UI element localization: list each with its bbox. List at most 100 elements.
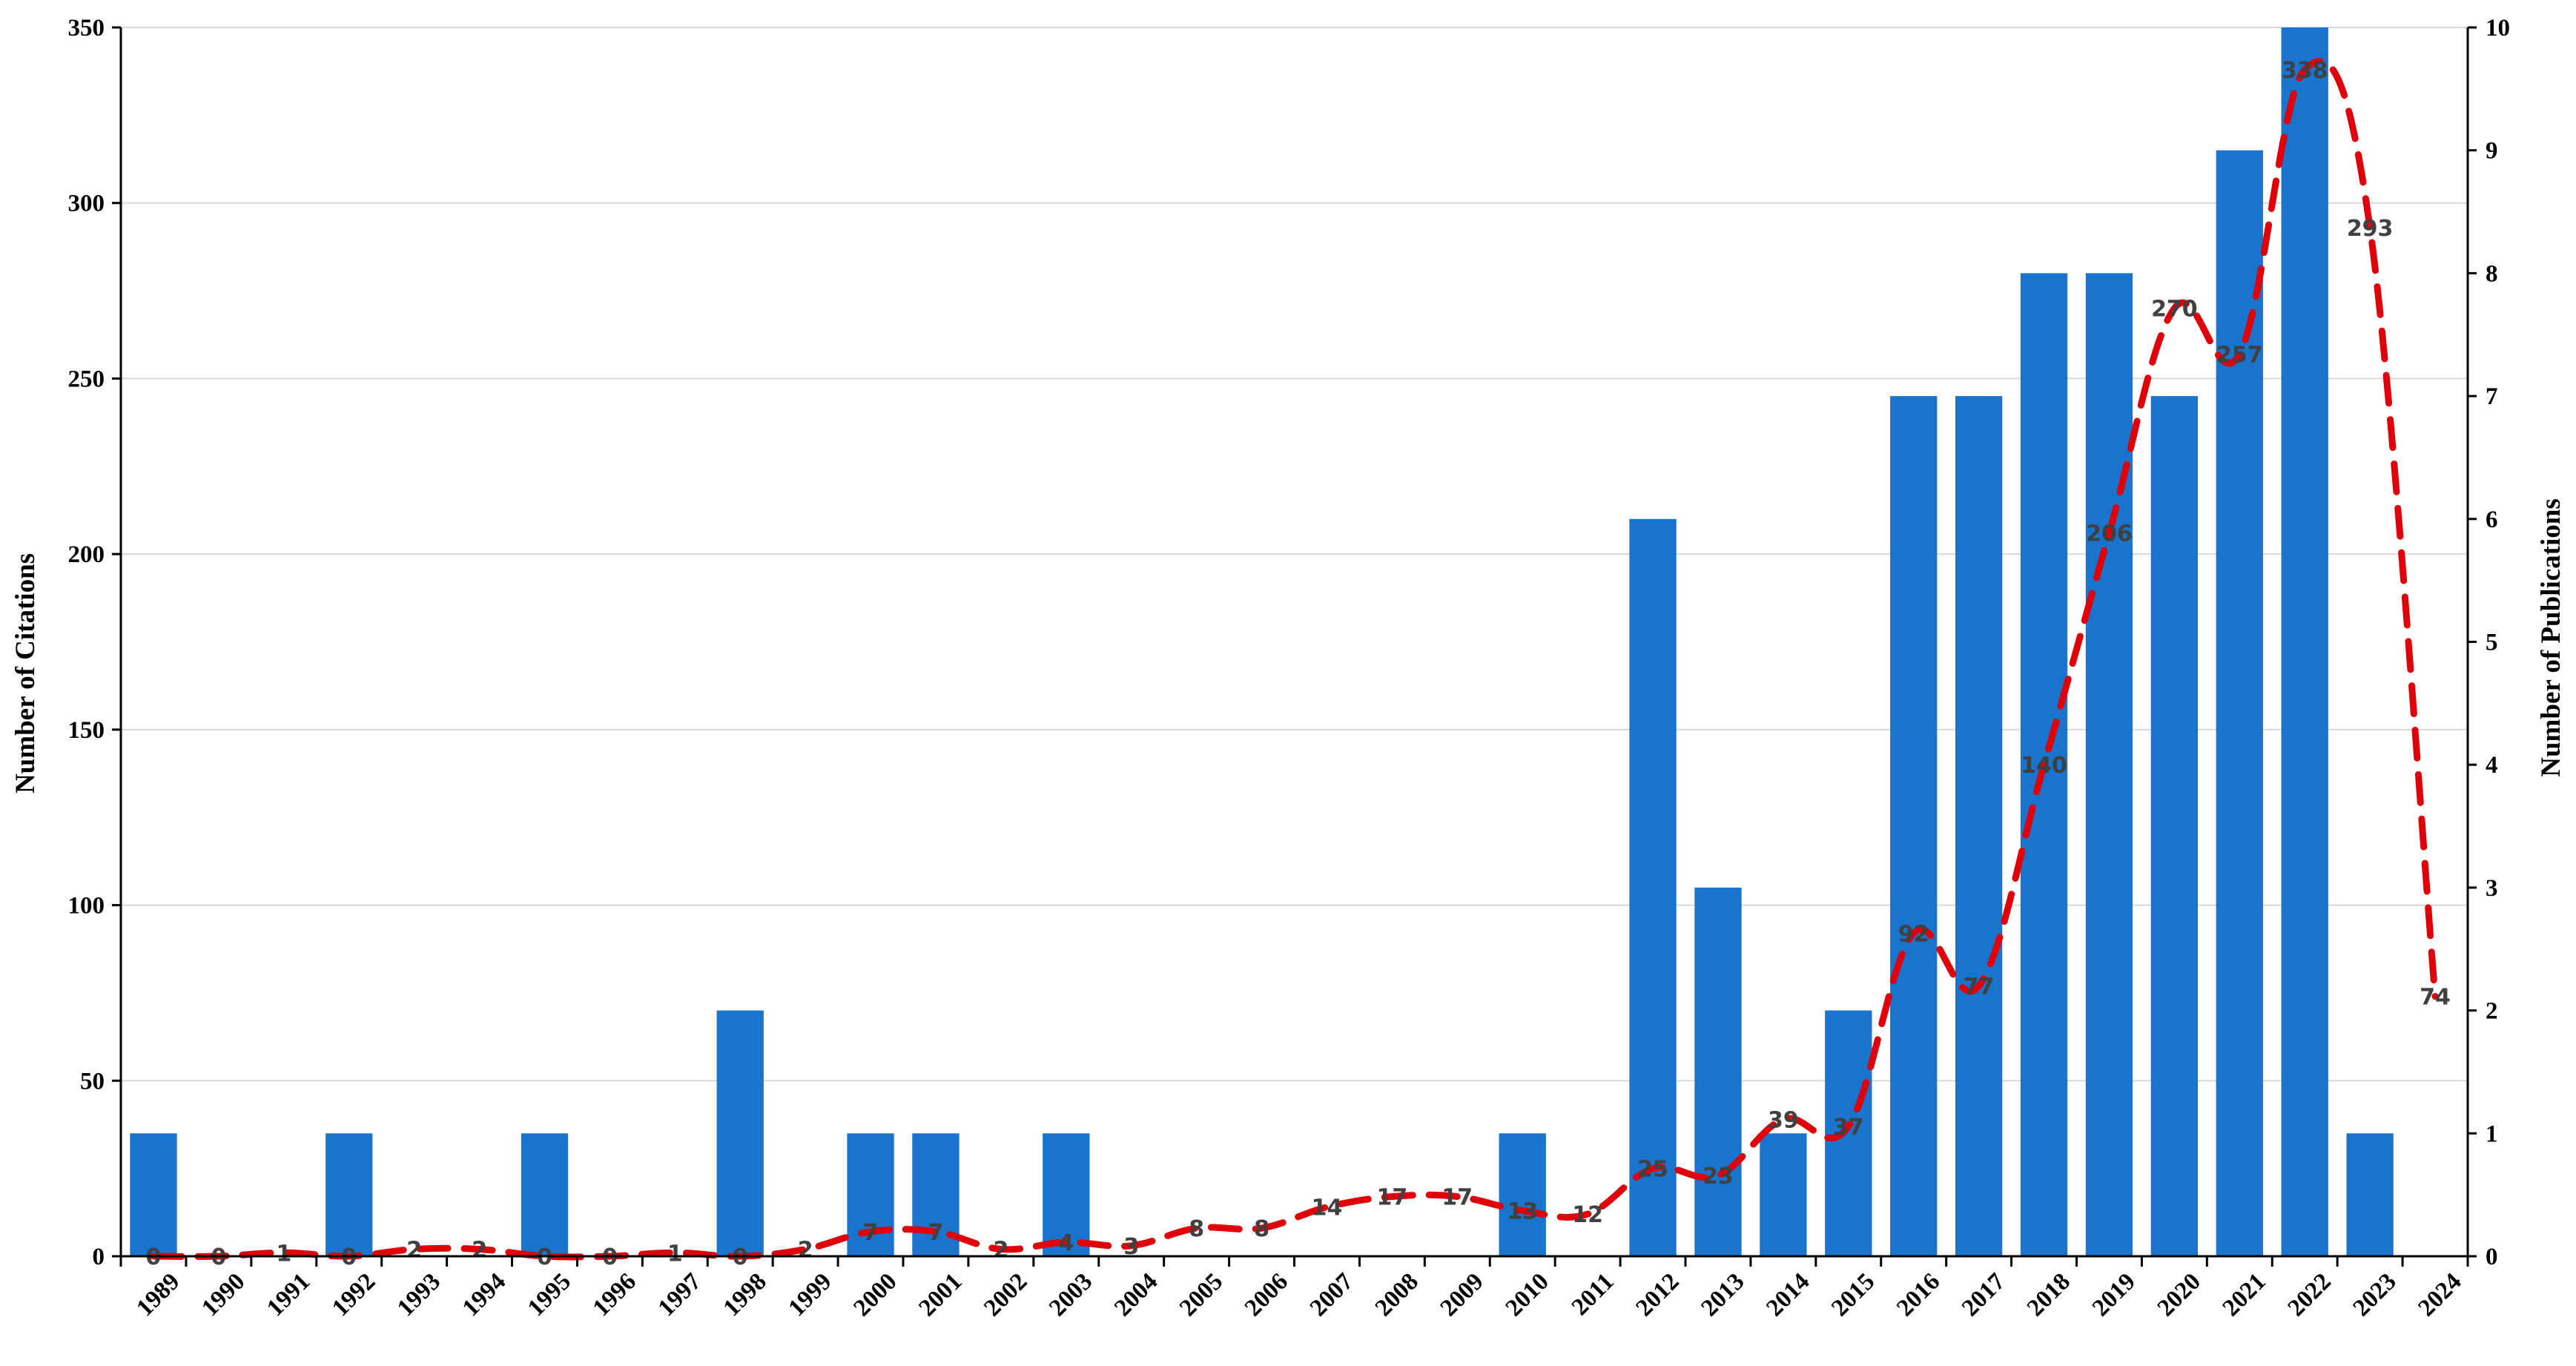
x-tick-label: 2021 [2218,1268,2271,1322]
publication-bar [1499,1133,1546,1256]
x-tick-label: 2008 [1370,1268,1424,1322]
x-tick-label: 2005 [1175,1268,1228,1322]
left-tick-label: 200 [68,541,105,568]
publication-bar [1760,1133,1807,1256]
citation-label: 8 [1254,1216,1269,1242]
x-tick-label: 1997 [653,1268,707,1322]
publication-bar [2150,396,2199,1256]
publication-bar [1629,518,1677,1256]
citation-label: 2 [472,1238,487,1264]
x-tick-label: 2010 [1501,1268,1554,1322]
citation-label: 3 [1123,1234,1139,1260]
citation-label: 8 [1189,1216,1204,1242]
right-tick-label: 6 [2486,507,2498,533]
x-tick-label: 2002 [979,1268,1032,1322]
x-tick-label: 2013 [1696,1268,1749,1322]
left-axis-title: Number of Citations [10,553,41,793]
publication-bar [2216,150,2263,1257]
citation-data-labels: 0010220010277243881417171312252339379277… [146,58,2451,1270]
citation-label: 14 [1312,1195,1343,1221]
x-tick-label: 1989 [131,1268,185,1322]
citation-label: 13 [1507,1198,1538,1224]
left-tick-label: 150 [68,717,105,744]
x-tick-label: 1993 [392,1268,446,1322]
publication-bar [2346,1133,2394,1256]
left-tick-label: 0 [93,1244,105,1270]
publication-bar [130,1133,177,1256]
citation-label: 7 [863,1220,879,1246]
right-tick-label: 2 [2486,998,2498,1025]
citation-label: 293 [2347,216,2394,242]
citation-label: 2 [993,1238,1008,1264]
publication-bar [1043,1133,1090,1256]
x-tick-label: 2009 [1436,1268,1489,1322]
citation-label: 140 [2021,753,2067,779]
x-tick-label: 1991 [262,1268,315,1322]
citation-label: 74 [2420,985,2451,1011]
left-tick-label: 100 [68,893,105,920]
right-axis-title: Number of Publications [2536,498,2566,777]
publication-bar [2085,273,2133,1256]
publication-bar [847,1133,894,1256]
citation-label: 338 [2282,58,2328,84]
citation-label: 2 [406,1238,422,1264]
citation-label: 1 [667,1241,683,1267]
gridlines [121,27,2468,1082]
citation-label: 39 [1768,1107,1799,1133]
publication-bar [1955,396,2003,1256]
x-tick-label: 1995 [523,1268,576,1322]
x-tick-label: 2012 [1631,1268,1684,1322]
citation-label: 4 [1058,1230,1074,1256]
citation-label: 1 [276,1241,291,1267]
publication-bar [716,1010,764,1256]
x-tick-label: 2001 [914,1268,967,1322]
left-tick-label: 350 [68,15,105,42]
x-tick-label: 1999 [784,1268,837,1322]
right-tick-label: 5 [2486,630,2498,656]
x-tick-label: 2024 [2413,1268,2466,1322]
citation-label: 17 [1441,1185,1473,1211]
publication-bar [326,1133,373,1256]
publication-bar [1825,1010,1872,1256]
citation-label: 23 [1703,1164,1734,1190]
citation-label: 2 [798,1238,813,1264]
right-tick-label: 7 [2486,383,2498,410]
publication-bars [130,27,2394,1257]
x-tick-label: 2014 [1761,1268,1814,1322]
left-tick-label: 250 [68,366,105,392]
publication-bar [2281,27,2328,1256]
x-tick-label: 2020 [2153,1268,2206,1322]
x-tick-label: 1998 [719,1268,772,1322]
x-tick-label: 2017 [1957,1268,2010,1322]
x-tick-label: 2006 [1240,1268,1293,1322]
publication-bar [1890,396,1938,1256]
x-tick-label: 1996 [588,1268,641,1322]
citation-label: 12 [1572,1202,1603,1228]
x-tick-label: 2007 [1305,1268,1358,1322]
x-tick-label: 2022 [2283,1268,2336,1322]
citation-label: 270 [2151,297,2198,323]
x-tick-label: 2023 [2348,1268,2402,1322]
left-tick-label: 300 [68,191,105,217]
x-tick-label: 2004 [1109,1268,1163,1322]
x-tick-label: 1990 [196,1268,250,1322]
x-tick-label: 2015 [1826,1268,1880,1322]
citation-label: 7 [928,1220,944,1246]
citation-label: 37 [1833,1115,1864,1141]
publication-bar [521,1133,569,1256]
x-tick-label: 2000 [848,1268,902,1322]
left-tick-label: 50 [80,1068,105,1095]
citation-label: 257 [2216,342,2263,368]
x-tick-label: 2003 [1044,1268,1097,1322]
x-tick-label: 2019 [2087,1268,2141,1322]
citation-label: 92 [1898,921,1929,947]
right-tick-label: 10 [2486,15,2510,42]
x-tick-label: 1994 [458,1268,511,1322]
x-tick-label: 1992 [327,1268,380,1322]
x-tick-label: 2016 [1892,1268,1945,1322]
citation-label: 25 [1637,1157,1668,1183]
right-tick-label: 1 [2486,1121,2498,1147]
right-tick-label: 8 [2486,260,2498,287]
right-tick-label: 3 [2486,875,2498,902]
